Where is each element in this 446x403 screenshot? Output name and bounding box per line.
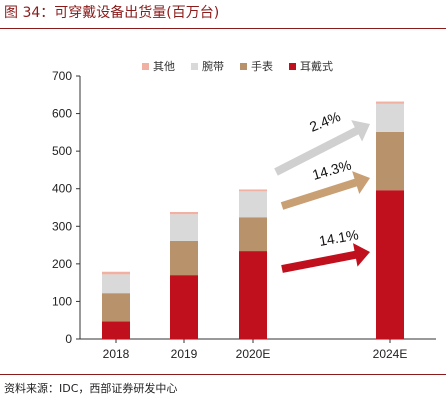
bar-segment-2018-1 [102, 293, 130, 322]
x-tick-label: 2020E [236, 347, 271, 361]
y-tick-label: 400 [52, 182, 72, 196]
growth-arrow [281, 243, 370, 273]
legend-item-other: 其他 [142, 58, 175, 74]
bar-segment-2018-2 [102, 274, 130, 294]
legend-item-earwear: 耳戴式 [289, 58, 333, 74]
chart-legend: 其他 腕带 手表 耳戴式 [142, 58, 333, 74]
legend-swatch-watch [240, 62, 247, 70]
growth-arrow [274, 120, 370, 176]
legend-swatch-earwear [289, 62, 296, 70]
bar-segment-2019-2 [170, 214, 198, 241]
legend-item-watch: 手表 [240, 58, 273, 74]
y-tick-label: 700 [52, 69, 72, 83]
bar-segment-2020E-1 [239, 217, 267, 252]
bar-segment-2024E-0 [376, 190, 404, 339]
bar-segment-2019-1 [170, 240, 198, 276]
source-divider [0, 374, 446, 375]
bar-segment-2020E-2 [239, 191, 267, 218]
x-tick-label: 2019 [171, 347, 198, 361]
y-tick-label: 0 [65, 332, 72, 346]
legend-item-band: 腕带 [191, 58, 224, 74]
y-tick-label: 300 [52, 219, 72, 233]
bar-segment-2018-0 [102, 321, 130, 339]
bar-segment-2024E-2 [376, 103, 404, 132]
bar-segment-2020E-0 [239, 251, 267, 339]
growth-arrow [280, 171, 370, 210]
legend-label-earwear: 耳戴式 [300, 60, 333, 73]
y-tick-label: 500 [52, 144, 72, 158]
bar-segment-2018-3 [102, 271, 130, 275]
legend-label-watch: 手表 [251, 60, 273, 73]
y-tick-label: 100 [52, 294, 72, 308]
legend-label-band: 腕带 [202, 60, 224, 73]
growth-arrow-label: 14.1% [318, 226, 360, 249]
y-tick-label: 200 [52, 257, 72, 271]
bar-segment-2020E-3 [239, 189, 267, 192]
y-tick-label: 600 [52, 107, 72, 121]
legend-swatch-band [191, 62, 198, 70]
source-note: 资料来源：IDC，西部证券研发中心 [4, 382, 178, 395]
growth-arrow-label: 14.3% [310, 157, 353, 183]
legend-label-other: 其他 [153, 60, 175, 73]
bar-segment-2019-0 [170, 275, 198, 339]
bar-segment-2024E-1 [376, 131, 404, 191]
title-divider [0, 28, 446, 29]
figure-title: 图 34：可穿戴设备出货量(百万台) [4, 5, 220, 21]
bar-segment-2019-3 [170, 212, 198, 215]
growth-arrow-label: 2.4% [307, 108, 343, 135]
legend-swatch-other [142, 62, 149, 70]
bar-segment-2024E-3 [376, 101, 404, 104]
x-tick-label: 2024E [373, 347, 408, 361]
x-tick-label: 2018 [103, 347, 130, 361]
